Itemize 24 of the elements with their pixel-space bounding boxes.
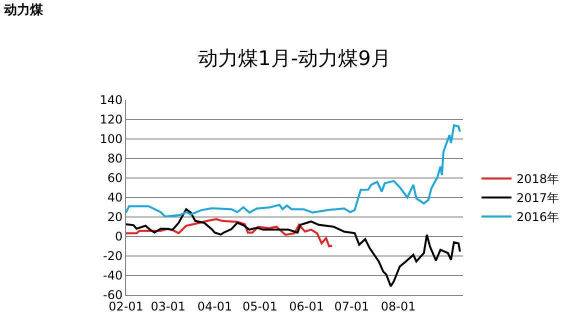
y-tick-label: 140 [100, 93, 123, 108]
y-tick-label: 120 [100, 112, 123, 127]
line-series [126, 208, 461, 288]
y-tick-label: 100 [100, 132, 123, 146]
line-series [126, 218, 334, 248]
x-tick-label: 06-01 [289, 299, 324, 314]
x-tick-label: 04-01 [197, 299, 232, 314]
text: 动力煤 [3, 3, 44, 18]
line-series [126, 124, 461, 218]
x-tick-label: 08-01 [380, 299, 416, 314]
legend-label: 2016年 [516, 210, 560, 224]
y-tick-label: 80 [107, 152, 123, 166]
y-tick-label: 0 [114, 230, 123, 244]
y-tick-label: -40 [102, 268, 123, 283]
legend-label: 2018年 [516, 172, 560, 186]
y-tick-label: -20 [102, 249, 123, 264]
chart-title: 动力煤1月-动力煤9月 [198, 46, 391, 70]
x-tick-label: 07-01 [334, 299, 370, 314]
y-tick-label: 20 [107, 210, 123, 224]
x-tick-label: 05-01 [242, 299, 278, 314]
y-tick-label: 40 [107, 190, 123, 205]
x-tick-label: 03-01 [150, 299, 186, 314]
legend-label: 2017年 [516, 191, 560, 206]
y-tick-label: 60 [107, 171, 123, 186]
